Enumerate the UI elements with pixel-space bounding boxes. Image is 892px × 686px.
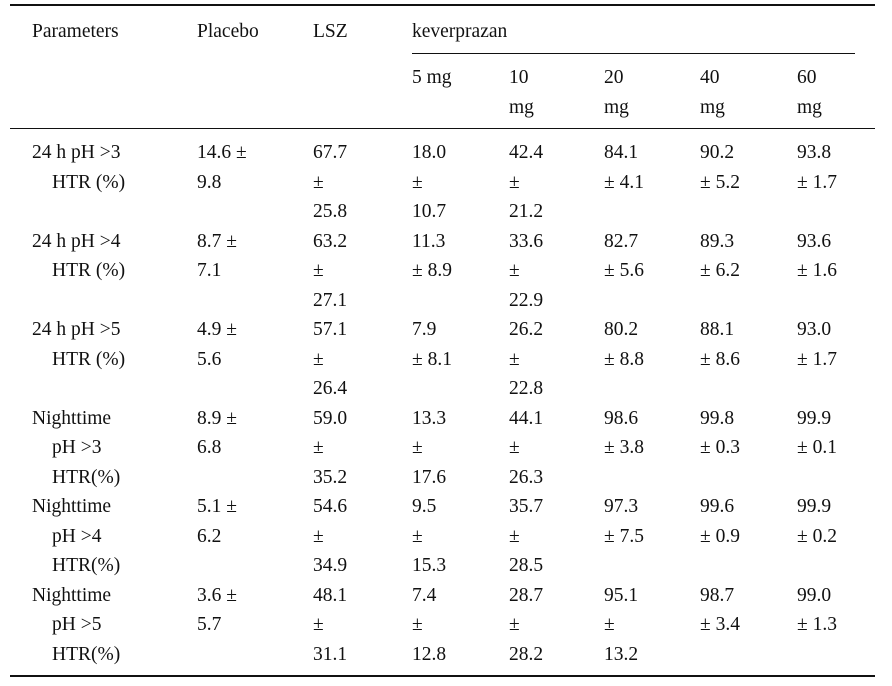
table-row: 24 h pH >5 HTR (%) 4.9 ± 5.6 57.1 ± 26.4 7.…	[0, 315, 892, 404]
row-label: 24 h pH >5 HTR (%)	[32, 319, 126, 370]
table-row: Nighttime pH >3 HTR(%) 8.9 ± 6.8 59.0 ± 35…	[0, 404, 892, 493]
table-cell: 8.7 ± 7.1	[197, 230, 237, 282]
table-cell: 95.1 ± 13.2	[604, 584, 639, 665]
table-cell: 4.9 ± 5.6	[197, 319, 237, 370]
row-label: Nighttime pH >3 HTR(%)	[32, 407, 121, 488]
table-cell: 11.3 ± 8.9	[412, 230, 452, 282]
header-rule	[10, 128, 875, 129]
table-cell: 89.3 ± 6.2	[700, 230, 740, 282]
table-cell: 57.1 ± 26.4	[313, 319, 348, 399]
table-cell: 84.1 ± 4.1	[604, 142, 644, 193]
table-cell: 7.9 ± 8.1	[412, 319, 452, 370]
row-label: 24 h pH >4 HTR (%)	[32, 230, 126, 282]
table-cell: 13.3 ± 17.6	[412, 407, 447, 488]
row-label: 24 h pH >3 HTR (%)	[32, 142, 126, 193]
table-row: Nighttime pH >5 HTR(%) 3.6 ± 5.7 48.1 ± 31…	[0, 581, 892, 670]
table-cell: 33.6 ± 22.9	[509, 230, 544, 311]
header-dose-40mg: 40 mg	[700, 67, 725, 118]
table-cell: 90.2 ± 5.2	[700, 142, 740, 193]
table-cell: 88.1 ± 8.6	[700, 319, 740, 370]
table-cell: 42.4 ± 21.2	[509, 142, 544, 222]
header-dose-10mg: 10 mg	[509, 67, 534, 118]
header-keverprazan: keverprazan	[412, 21, 508, 42]
table-row: 24 h pH >4 HTR (%) 8.7 ± 7.1 63.2 ± 27.1 11…	[0, 227, 892, 316]
table-cell: 26.2 ± 22.8	[509, 319, 544, 399]
table-cell: 9.5 ± 15.3	[412, 496, 447, 576]
table-cell: 93.6 ± 1.6	[797, 230, 837, 282]
header-dose-5mg: 5 mg	[412, 67, 452, 88]
table-cell: 3.6 ± 5.7	[197, 584, 237, 636]
header-parameters: Parameters	[32, 21, 119, 42]
table-cell: 48.1 ± 31.1	[313, 584, 348, 665]
table-row: Nighttime pH >4 HTR(%) 5.1 ± 6.2 54.6 ± 34…	[0, 492, 892, 581]
table-cell: 93.8 ± 1.7	[797, 142, 837, 193]
header-lsz: LSZ	[313, 21, 348, 42]
table-cell: 54.6 ± 34.9	[313, 496, 348, 576]
table-cell: 98.6 ± 3.8	[604, 407, 644, 459]
group-rule	[412, 53, 855, 54]
table-cell: 99.0 ± 1.3	[797, 584, 837, 636]
table-cell: 98.7 ± 3.4	[700, 584, 740, 636]
table-cell: 67.7 ± 25.8	[313, 142, 348, 222]
top-rule	[10, 4, 875, 6]
header-placebo: Placebo	[197, 21, 259, 42]
table-cell: 99.6 ± 0.9	[700, 496, 740, 547]
table-cell: 99.8 ± 0.3	[700, 407, 740, 459]
table-cell: 99.9 ± 0.1	[797, 407, 837, 459]
table-cell: 93.0 ± 1.7	[797, 319, 837, 370]
table-cell: 63.2 ± 27.1	[313, 230, 348, 311]
table-row: 24 h pH >3 HTR (%) 14.6 ± 9.8 67.7 ± 25.8 1…	[0, 138, 892, 227]
table-cell: 99.9 ± 0.2	[797, 496, 837, 547]
row-label: Nighttime pH >4 HTR(%)	[32, 496, 121, 576]
table-cell: 35.7 ± 28.5	[509, 496, 544, 576]
table-cell: 97.3 ± 7.5	[604, 496, 644, 547]
header-dose-60mg: 60 mg	[797, 67, 822, 118]
table-body: 24 h pH >3 HTR (%) 14.6 ± 9.8 67.7 ± 25.8 1…	[0, 138, 892, 669]
table-cell: 8.9 ± 6.8	[197, 407, 237, 459]
table-cell: 28.7 ± 28.2	[509, 584, 544, 665]
table-cell: 7.4 ± 12.8	[412, 584, 447, 665]
table-cell: 18.0 ± 10.7	[412, 142, 447, 222]
table-cell: 82.7 ± 5.6	[604, 230, 644, 282]
table-cell: 59.0 ± 35.2	[313, 407, 348, 488]
table-cell: 5.1 ± 6.2	[197, 496, 237, 547]
table-cell: 44.1 ± 26.3	[509, 407, 544, 488]
table-cell: 14.6 ± 9.8	[197, 142, 247, 193]
bottom-rule	[10, 675, 875, 677]
header-dose-20mg: 20 mg	[604, 67, 629, 118]
row-label: Nighttime pH >5 HTR(%)	[32, 584, 121, 665]
table-cell: 80.2 ± 8.8	[604, 319, 644, 370]
